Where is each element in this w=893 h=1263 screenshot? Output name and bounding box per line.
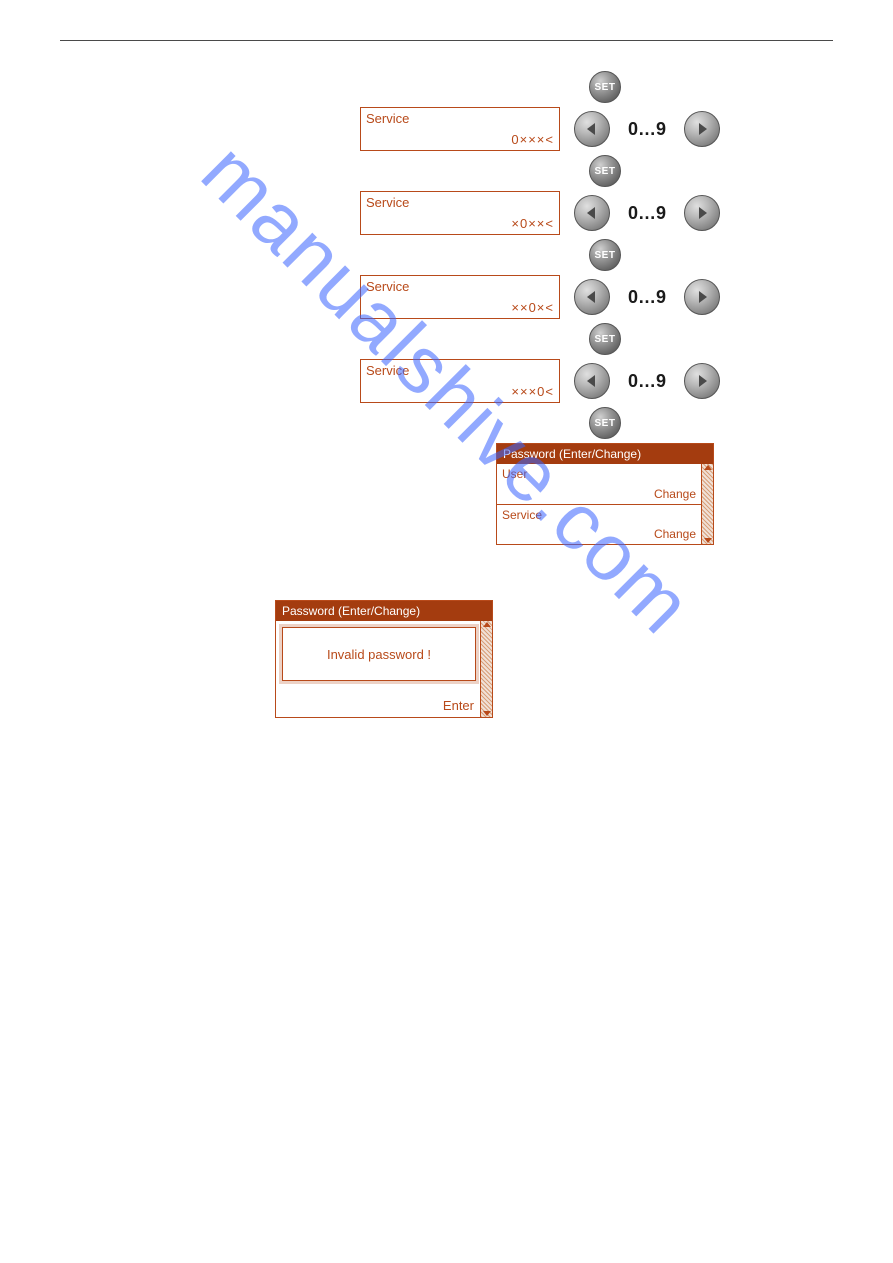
top-rule: [60, 40, 833, 41]
triangle-left-icon: [584, 289, 600, 305]
scroll-down-icon: [704, 538, 712, 543]
scrollbar[interactable]: [480, 621, 492, 717]
triangle-right-icon: [694, 121, 710, 137]
range-label: 0…9: [624, 203, 670, 224]
scroll-up-icon: [704, 465, 712, 470]
left-arrow-button[interactable]: [574, 195, 610, 231]
set-button[interactable]: SET: [589, 155, 621, 187]
panel-title: Password (Enter/Change): [497, 444, 713, 464]
service-display: Service ×0××<: [360, 191, 560, 235]
password-change-panel: Password (Enter/Change) User Change Serv…: [496, 443, 714, 545]
set-button[interactable]: SET: [589, 407, 621, 439]
service-label: Service: [366, 363, 409, 378]
triangle-right-icon: [694, 373, 710, 389]
invalid-password-panel: Password (Enter/Change) Invalid password…: [275, 600, 493, 718]
digit-value: ×××0<: [511, 384, 554, 399]
triangle-left-icon: [584, 121, 600, 137]
scroll-down-icon: [483, 711, 491, 716]
set-button[interactable]: SET: [589, 323, 621, 355]
set-button[interactable]: SET: [589, 239, 621, 271]
right-arrow-button[interactable]: [684, 195, 720, 231]
row-action: Change: [654, 487, 696, 501]
row-label: User: [502, 467, 527, 481]
range-label: 0…9: [624, 119, 670, 140]
error-popup: Invalid password !: [282, 627, 476, 681]
service-display: Service ×××0<: [360, 359, 560, 403]
scroll-up-icon: [483, 622, 491, 627]
right-arrow-button[interactable]: [684, 279, 720, 315]
left-arrow-button[interactable]: [574, 111, 610, 147]
left-arrow-button[interactable]: [574, 279, 610, 315]
service-label: Service: [366, 111, 409, 126]
panel-title: Password (Enter/Change): [276, 601, 492, 621]
triangle-right-icon: [694, 205, 710, 221]
service-label: Service: [366, 279, 409, 294]
left-arrow-button[interactable]: [574, 363, 610, 399]
triangle-left-icon: [584, 205, 600, 221]
scrollbar[interactable]: [701, 464, 713, 544]
row-label: Service: [502, 508, 542, 522]
range-label: 0…9: [624, 371, 670, 392]
right-arrow-button[interactable]: [684, 111, 720, 147]
digit-row-4: Service ×××0< 0…9: [360, 359, 850, 403]
password-row-service[interactable]: Service Change: [497, 504, 701, 544]
row-action: Change: [654, 527, 696, 541]
digit-row-1: Service 0×××< 0…9: [360, 107, 850, 151]
digit-value: ××0×<: [511, 300, 554, 315]
right-arrow-button[interactable]: [684, 363, 720, 399]
triangle-left-icon: [584, 373, 600, 389]
digit-value: ×0××<: [511, 216, 554, 231]
service-display: Service 0×××<: [360, 107, 560, 151]
digit-entry-sequence: SET Service 0×××< 0…9 SET Service ×0××<: [360, 71, 850, 545]
triangle-right-icon: [694, 289, 710, 305]
digit-row-3: Service ××0×< 0…9: [360, 275, 850, 319]
range-label: 0…9: [624, 287, 670, 308]
digit-row-2: Service ×0××< 0…9: [360, 191, 850, 235]
service-display: Service ××0×<: [360, 275, 560, 319]
set-button[interactable]: SET: [589, 71, 621, 103]
enter-action[interactable]: Enter: [443, 698, 474, 713]
service-label: Service: [366, 195, 409, 210]
password-row-user[interactable]: User Change: [497, 464, 701, 504]
digit-value: 0×××<: [511, 132, 554, 147]
error-message: Invalid password !: [327, 647, 431, 662]
